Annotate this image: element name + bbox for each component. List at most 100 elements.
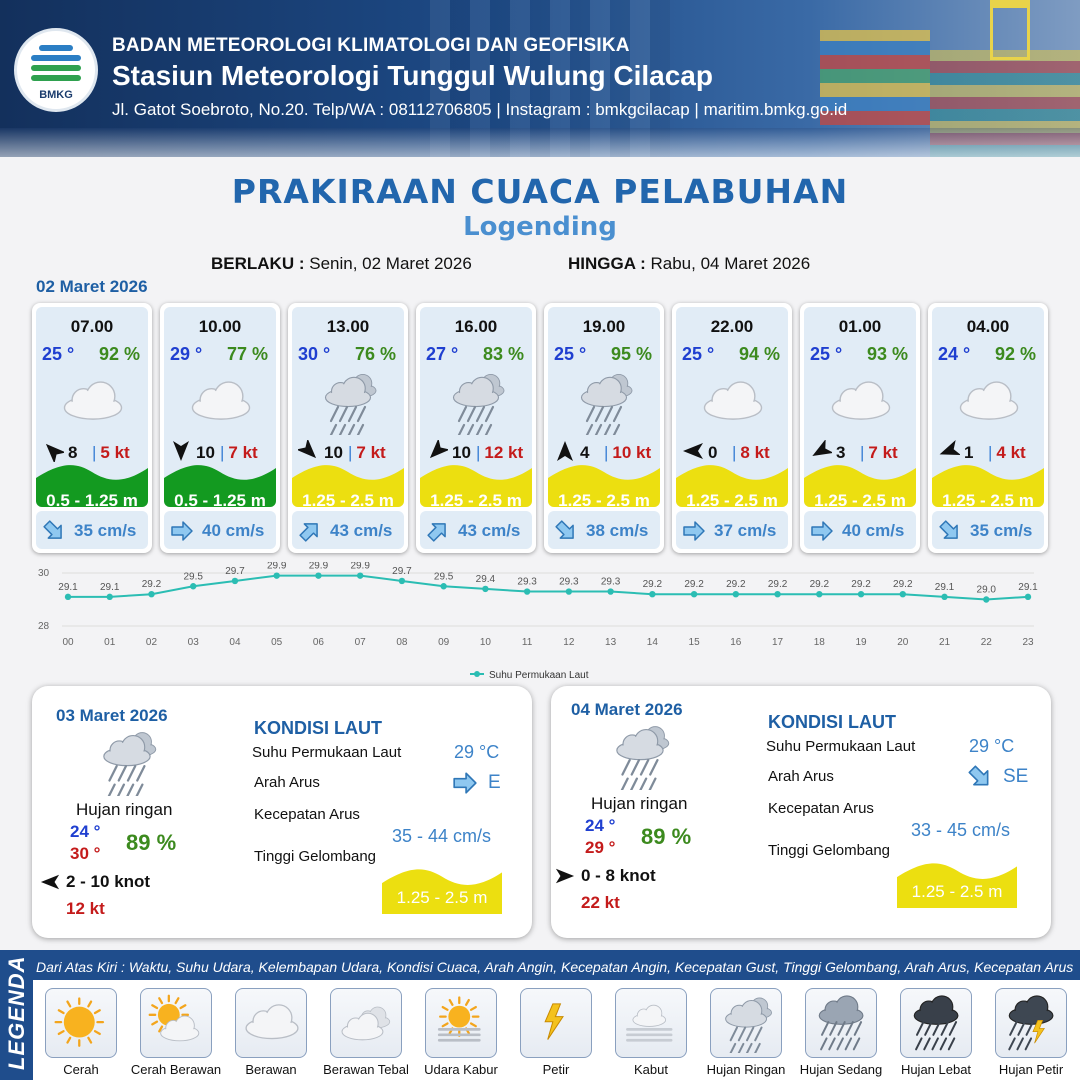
wind-direction xyxy=(42,440,66,464)
data-point xyxy=(857,591,865,598)
current-direction xyxy=(298,519,322,543)
data-label: 29.0 xyxy=(977,585,997,596)
gust-value: 7 kt xyxy=(228,443,258,462)
valid-from-label: BERLAKU : xyxy=(211,254,305,273)
data-point xyxy=(190,583,197,590)
current-box: 38 cm/s xyxy=(548,511,660,549)
current-speed-value: 35 - 44 cm/s xyxy=(392,826,492,846)
legend-title: LEGENDA xyxy=(4,955,29,1070)
data-point xyxy=(565,588,573,595)
current-box: 35 cm/s xyxy=(36,511,148,549)
contact-info: Jl. Gatot Soebroto, No.20. Telp/WA : 081… xyxy=(112,100,848,119)
data-label: 29.3 xyxy=(517,577,537,588)
x-tick-label: 19 xyxy=(855,637,867,648)
day-max-temp: 30 ° xyxy=(70,844,101,863)
wave-band xyxy=(804,462,916,507)
card-top: 01.00 25 ° 93 % 3 | 7 kt 1.25 - 2.5 m xyxy=(804,307,916,507)
station-name: Stasiun Meteorologi Tunggul Wulung Cilac… xyxy=(112,60,713,91)
data-label: 29.3 xyxy=(601,577,621,588)
x-tick-label: 04 xyxy=(229,637,241,648)
wind-direction-icon xyxy=(555,868,575,884)
day-gust: 22 kt xyxy=(581,893,620,912)
heavy-rain-icon xyxy=(913,995,959,1051)
wind-speed: 10 xyxy=(452,443,471,462)
x-tick-label: 06 xyxy=(313,637,325,648)
page-title: PRAKIRAAN CUACA PELABUHAN xyxy=(231,172,849,211)
hourly-forecast: 07.00 25 ° 92 % 8 | 5 kt 0.5 - 1.25 m 35 … xyxy=(32,303,1052,553)
gust-speed: | 12 kt xyxy=(476,443,524,462)
logo-text: BMKG xyxy=(39,89,73,101)
day-wave-band xyxy=(382,866,502,914)
sst-value: 29 °C xyxy=(969,736,1015,756)
forecast-time: 13.00 xyxy=(326,317,370,336)
legend-label: Cerah Berawan xyxy=(130,1062,222,1077)
thunderstorm-icon xyxy=(1008,995,1054,1051)
light-rain-icon xyxy=(324,373,377,439)
data-label: 29.1 xyxy=(58,582,78,593)
wave-height: 1.25 - 2.5 m xyxy=(814,491,906,507)
forecast-card: 01.00 25 ° 93 % 3 | 7 kt 1.25 - 2.5 m 40 … xyxy=(800,303,920,553)
wave-band xyxy=(36,462,148,507)
x-tick-label: 05 xyxy=(271,637,283,648)
legend-label: Hujan Sedang xyxy=(799,1062,883,1077)
weather-condition xyxy=(442,369,512,439)
legend-item xyxy=(995,988,1067,1058)
current-direction-icon xyxy=(683,521,705,541)
data-label: 29.1 xyxy=(935,582,955,593)
forecast-card: 07.00 25 ° 92 % 8 | 5 kt 0.5 - 1.25 m 35 … xyxy=(32,303,152,553)
day-wind-direction xyxy=(555,866,575,886)
data-point xyxy=(732,591,740,598)
forecast-time: 01.00 xyxy=(838,317,882,336)
gust-speed: | 4 kt xyxy=(988,443,1026,462)
data-label: 29.2 xyxy=(142,579,162,590)
wind-speed: 3 xyxy=(836,443,846,462)
day-current-direction xyxy=(967,764,993,790)
data-point xyxy=(64,593,72,601)
data-label: 29.7 xyxy=(225,566,245,577)
valid-to-label: HINGGA : xyxy=(568,254,646,273)
wave-height-icon xyxy=(932,465,1044,507)
data-point xyxy=(273,572,280,579)
sst-value: 29 °C xyxy=(454,742,500,762)
data-point xyxy=(106,593,113,601)
gust-speed: | 7 kt xyxy=(348,443,386,462)
humidity: 95 % xyxy=(610,344,652,364)
current-direction xyxy=(170,519,194,543)
weather-condition xyxy=(826,369,896,435)
card-top: 22.00 25 ° 94 % 0 | 8 kt 1.25 - 2.5 m xyxy=(676,307,788,507)
forecast-card: 04.00 24 ° 92 % 1 | 4 kt 1.25 - 2.5 m 35 … xyxy=(928,303,1048,553)
x-tick-label: 07 xyxy=(355,637,367,648)
current-box: 37 cm/s xyxy=(676,511,788,549)
wave-height: 1.25 - 2.5 m xyxy=(302,491,394,507)
wave-height-icon xyxy=(164,465,276,507)
forecast-time: 07.00 xyxy=(70,317,114,336)
air-temperature: 25 ° xyxy=(682,344,715,364)
wind-direction-icon xyxy=(557,441,573,461)
sea-surface-temperature-chart: 28 30 00 01 02 03 04 05 06 07 08 09 10 11 12 13 14 15 16 17… xyxy=(38,562,1038,681)
wind-direction xyxy=(682,440,704,462)
header-banner: BMKG BADAN METEOROLOGI KLIMATOLOGI DAN G… xyxy=(0,0,1080,157)
legend-item xyxy=(900,988,972,1058)
legend-icons: Cerah Cerah Berawan Berawan Berawan Teba… xyxy=(33,980,1080,1080)
wave-band xyxy=(164,462,276,507)
data-point xyxy=(356,572,364,579)
data-label: 29.2 xyxy=(726,579,746,590)
day-min-temp: 24 ° xyxy=(585,816,616,835)
container-stack-decoration xyxy=(820,30,930,125)
data-label: 29.4 xyxy=(476,574,496,585)
data-point xyxy=(398,577,406,585)
current-box: 43 cm/s xyxy=(292,511,404,549)
wave-height-icon xyxy=(382,869,502,914)
y-tick-label: 30 xyxy=(38,568,50,579)
data-label: 29.1 xyxy=(100,582,120,593)
forecast-time: 10.00 xyxy=(198,317,242,336)
valid-from-value: Senin, 02 Maret 2026 xyxy=(309,254,472,273)
data-point xyxy=(482,585,489,593)
gust-value: 4 kt xyxy=(996,443,1026,462)
card-top: 19.00 25 ° 95 % 4 | 10 kt 1.25 - 2.5 m xyxy=(548,307,660,507)
day-weather-icon xyxy=(605,720,677,793)
current-direction-icon xyxy=(43,520,62,539)
lightning-icon xyxy=(544,1003,564,1040)
data-point xyxy=(607,588,614,595)
x-tick-label: 02 xyxy=(146,637,158,648)
